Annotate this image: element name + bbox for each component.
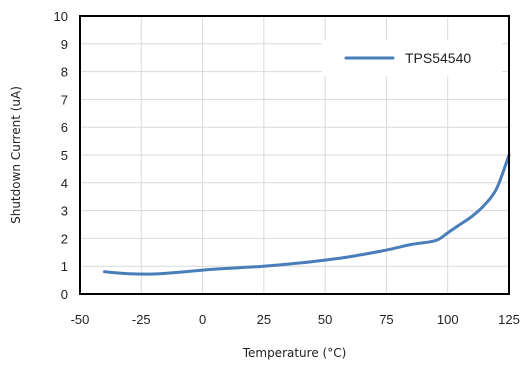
y-tick-label-7: 7 bbox=[61, 92, 68, 107]
legend-label-tps54540: TPS54540 bbox=[405, 50, 471, 66]
x-tick-label-5: 75 bbox=[379, 312, 393, 327]
tick-labels: -50 -25 0 25 50 75 100 125 0 1 2 3 4 5 6 7 8 9 10 bbox=[54, 9, 520, 327]
y-tick-label-6: 6 bbox=[61, 120, 68, 135]
y-tick-label-4: 4 bbox=[61, 176, 68, 191]
y-tick-label-5: 5 bbox=[61, 148, 68, 163]
y-tick-label-2: 2 bbox=[61, 231, 68, 246]
x-tick-label-4: 50 bbox=[318, 312, 332, 327]
x-tick-label-2: 0 bbox=[199, 312, 206, 327]
y-tick-label-10: 10 bbox=[54, 9, 68, 24]
y-tick-label-8: 8 bbox=[61, 65, 68, 80]
x-axis-title: Temperature (°C) bbox=[242, 346, 347, 360]
y-tick-label-0: 0 bbox=[61, 287, 68, 302]
x-tick-label-7: 125 bbox=[498, 312, 520, 327]
x-tick-label-0: -50 bbox=[71, 312, 90, 327]
y-tick-label-9: 9 bbox=[61, 37, 68, 52]
plot-frame bbox=[79, 15, 510, 295]
y-axis-title: Shutdown Current (uA) bbox=[9, 86, 23, 224]
y-tick-label-1: 1 bbox=[61, 259, 68, 274]
x-tick-label-6: 100 bbox=[437, 312, 459, 327]
x-tick-label-1: -25 bbox=[132, 312, 151, 327]
series-layer bbox=[103, 153, 511, 276]
legend: TPS54540 bbox=[322, 40, 502, 76]
x-tick-label-3: 25 bbox=[257, 312, 271, 327]
series-line-tps54540 bbox=[103, 153, 511, 276]
y-tick-label-3: 3 bbox=[61, 204, 68, 219]
